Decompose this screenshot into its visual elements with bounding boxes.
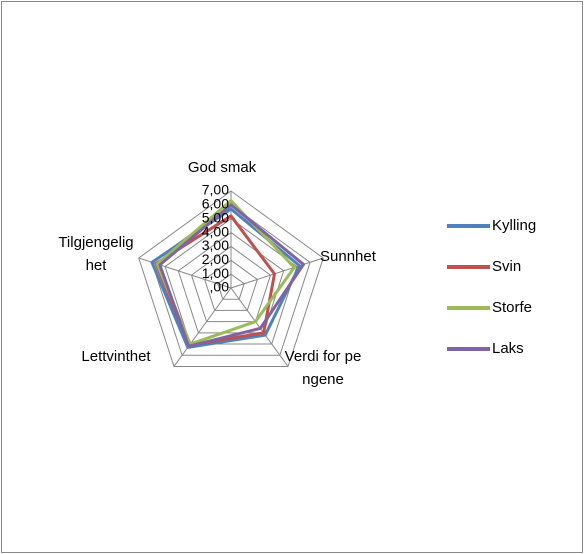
grid-ring: [217, 273, 245, 300]
series-line: [158, 203, 305, 348]
spoke: [173, 287, 232, 367]
grid-ring: [138, 190, 324, 367]
y-tick-label: 3,00: [202, 237, 229, 253]
grid-ring: [190, 245, 272, 323]
legend-label: Svin: [492, 258, 521, 275]
axis-label: Sunnhet: [320, 248, 376, 265]
axis-label: Verdi for pengene: [284, 348, 362, 388]
grid-ring: [204, 259, 258, 311]
grid-ring: [177, 231, 285, 334]
axis-label: Lettvinthet: [81, 348, 151, 365]
axis-label: Tilgjengelighet: [58, 234, 134, 274]
spoke: [138, 257, 232, 289]
legend-label: Storfe: [492, 299, 532, 316]
y-tick-label: 7,00: [202, 182, 229, 198]
legend-label: Laks: [492, 340, 524, 357]
y-tick-label: ,00: [210, 279, 230, 295]
series-line: [150, 207, 302, 349]
y-tick-label: 1,00: [202, 265, 229, 281]
spoke: [230, 257, 324, 289]
series-line: [155, 199, 296, 346]
y-tick-label: 4,00: [202, 223, 229, 239]
y-tick-label: 6,00: [202, 196, 229, 212]
y-tick-label: 2,00: [202, 251, 229, 267]
legend-label: Kylling: [492, 217, 536, 234]
y-tick-label: 5,00: [202, 209, 229, 225]
axis-label: God smak: [187, 159, 257, 176]
